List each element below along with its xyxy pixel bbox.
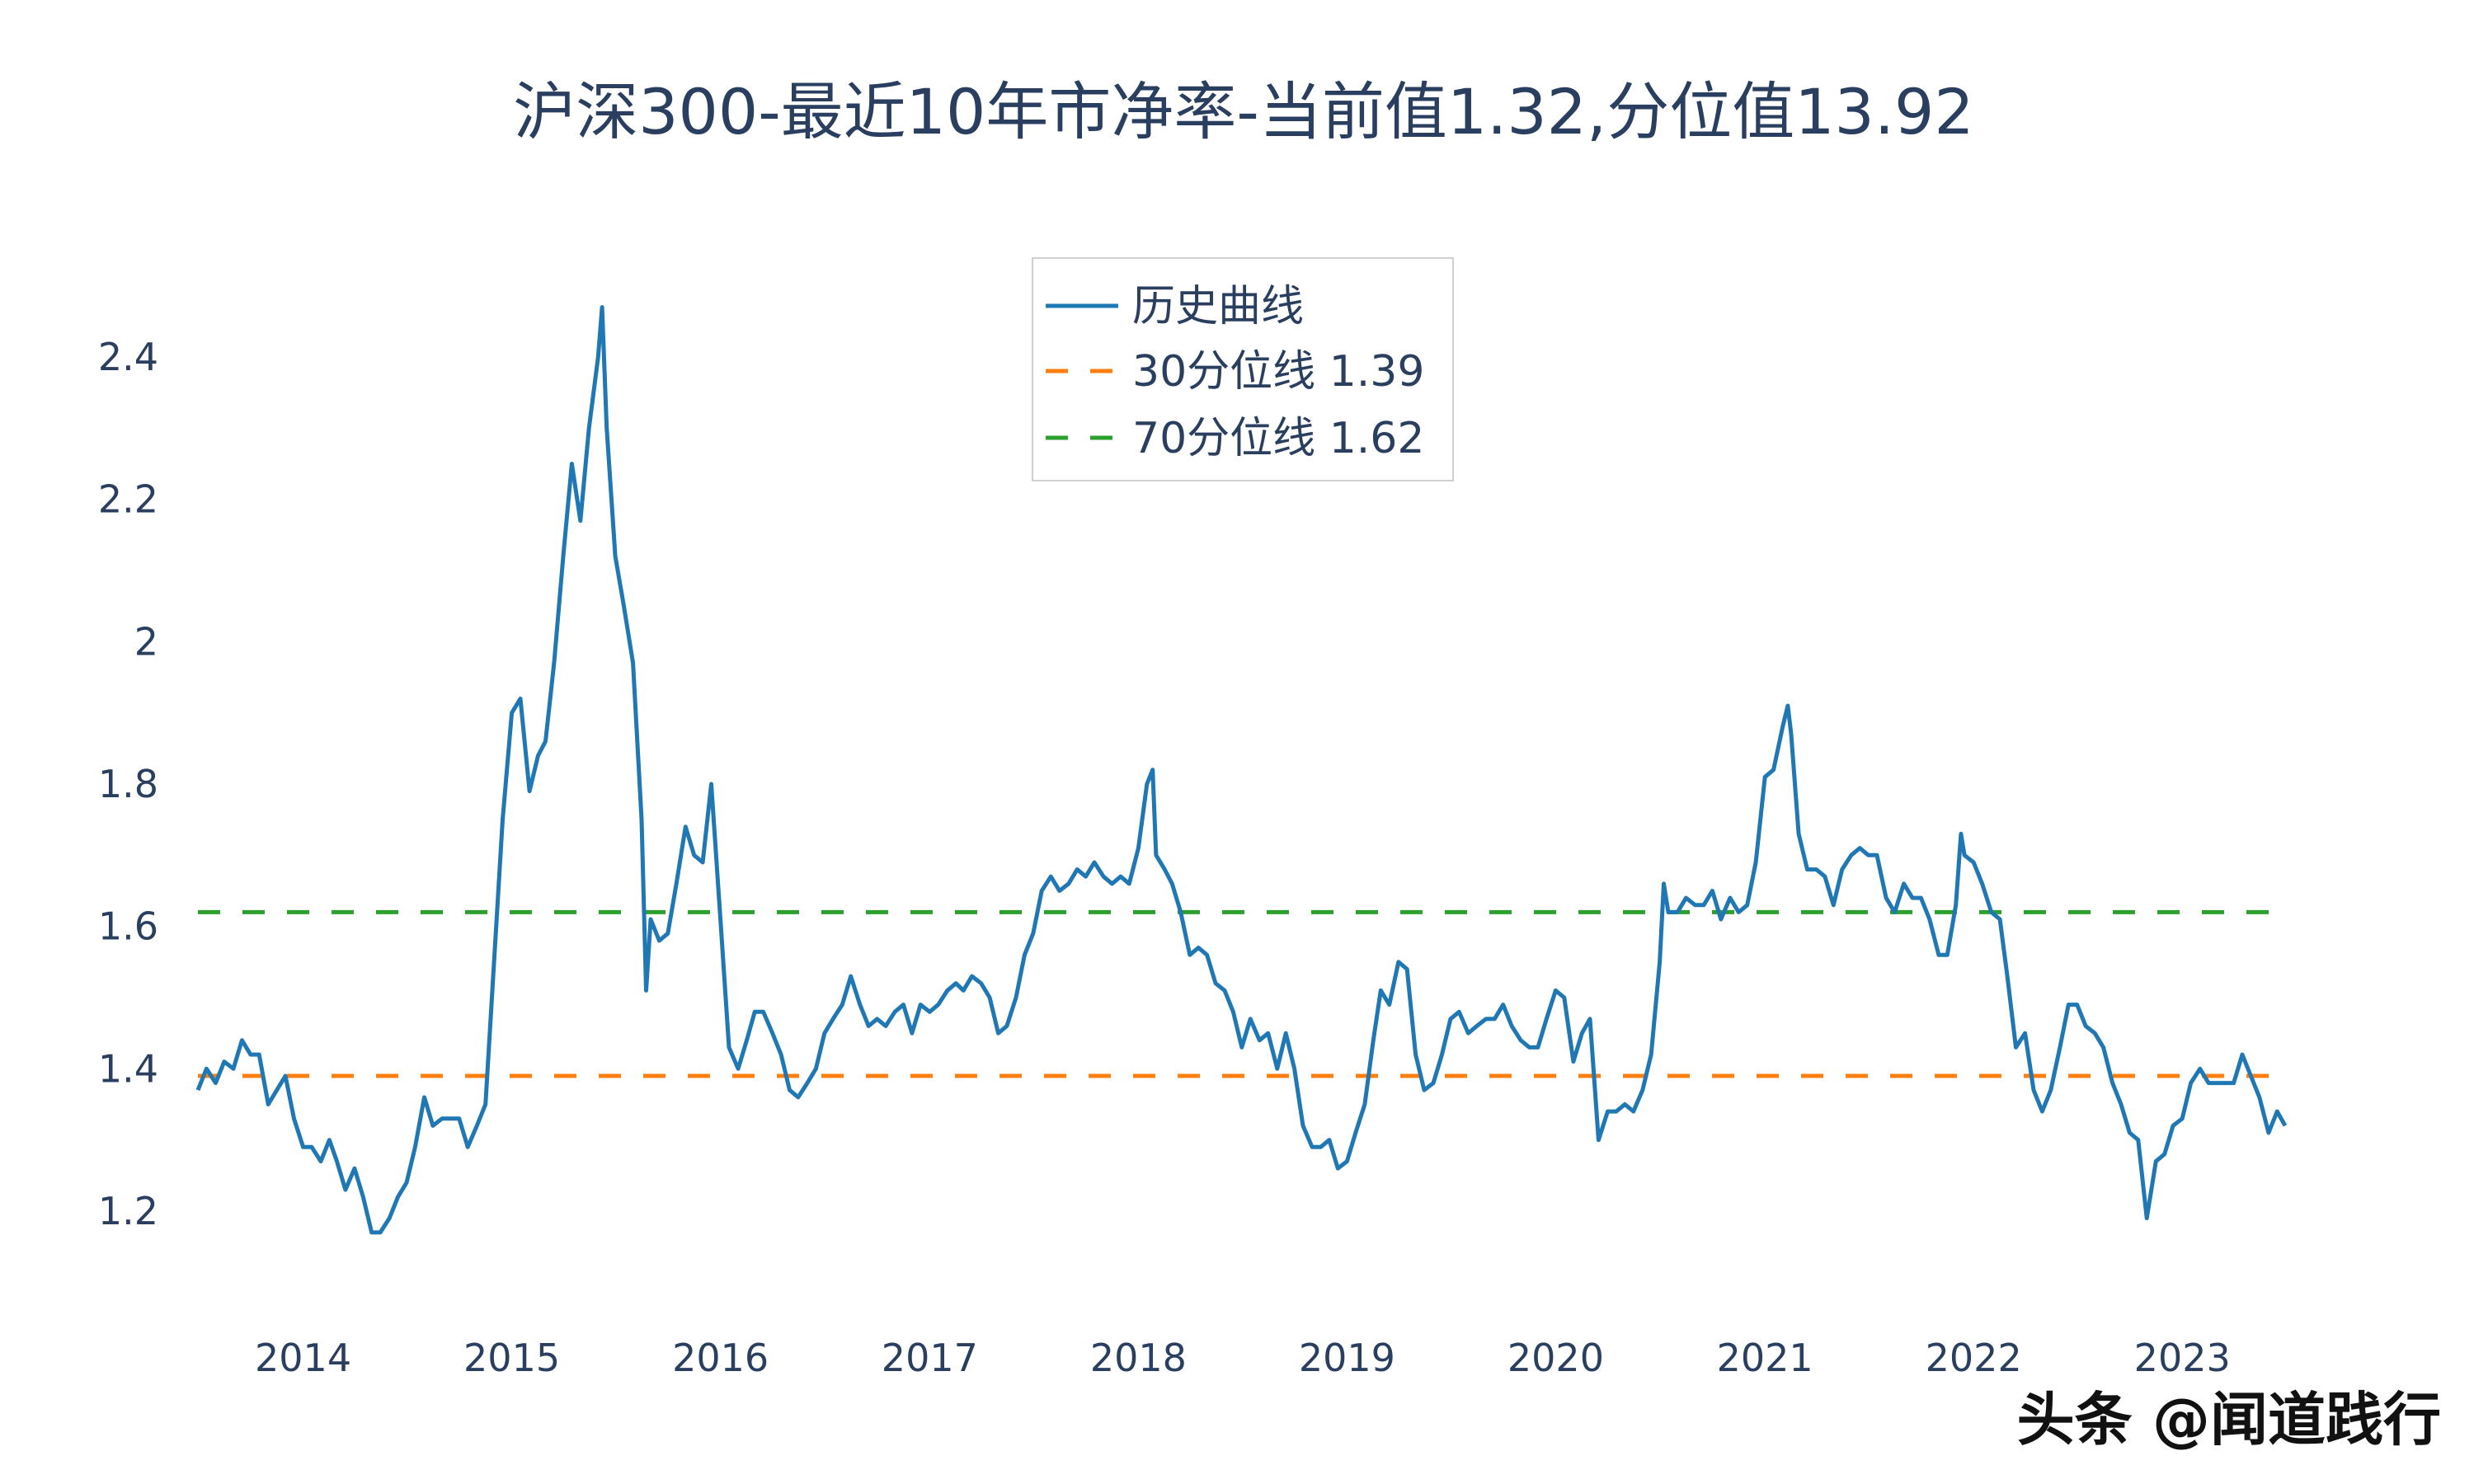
legend: 历史曲线 30分位线 1.39 70分位线 1.62 (1032, 257, 1454, 481)
x-tick-label: 2016 (672, 1336, 769, 1380)
x-tick-label: 2015 (463, 1336, 560, 1380)
plot-area (195, 305, 2288, 1235)
series-line-history (195, 305, 2288, 1235)
y-tick-label: 2.4 (98, 335, 158, 379)
y-tick-label: 2.2 (98, 477, 158, 522)
y-tick-label: 1.6 (98, 904, 158, 949)
x-tick-label: 2014 (255, 1336, 351, 1380)
x-tick-label: 2023 (2134, 1336, 2231, 1380)
x-tick-label: 2018 (1090, 1336, 1187, 1380)
x-tick-label: 2021 (1717, 1336, 1813, 1380)
watermark: 头条 @闻道践行 (2017, 1386, 2441, 1453)
x-tick-label: 2019 (1299, 1336, 1395, 1380)
x-tick-label: 2020 (1507, 1336, 1604, 1380)
chart-title: 沪深300-最近10年市净率-当前值1.32,分位值13.92 (513, 75, 1974, 148)
y-tick-label: 2 (134, 619, 158, 664)
y-axis: 2.4 2.2 2 1.8 1.6 1.4 1.2 (98, 335, 158, 1233)
y-tick-label: 1.2 (98, 1189, 158, 1233)
x-tick-label: 2017 (882, 1336, 978, 1380)
legend-label-history: 历史曲线 (1132, 282, 1304, 331)
legend-label-p70: 70分位线 1.62 (1132, 414, 1424, 463)
x-axis: 2014 2015 2016 2017 2018 2019 2020 2021 2022 2023 (255, 1336, 2231, 1380)
y-tick-label: 1.8 (98, 762, 158, 806)
x-tick-label: 2022 (1926, 1336, 2022, 1380)
legend-label-p30: 30分位线 1.39 (1132, 347, 1424, 397)
y-tick-label: 1.4 (98, 1046, 158, 1091)
